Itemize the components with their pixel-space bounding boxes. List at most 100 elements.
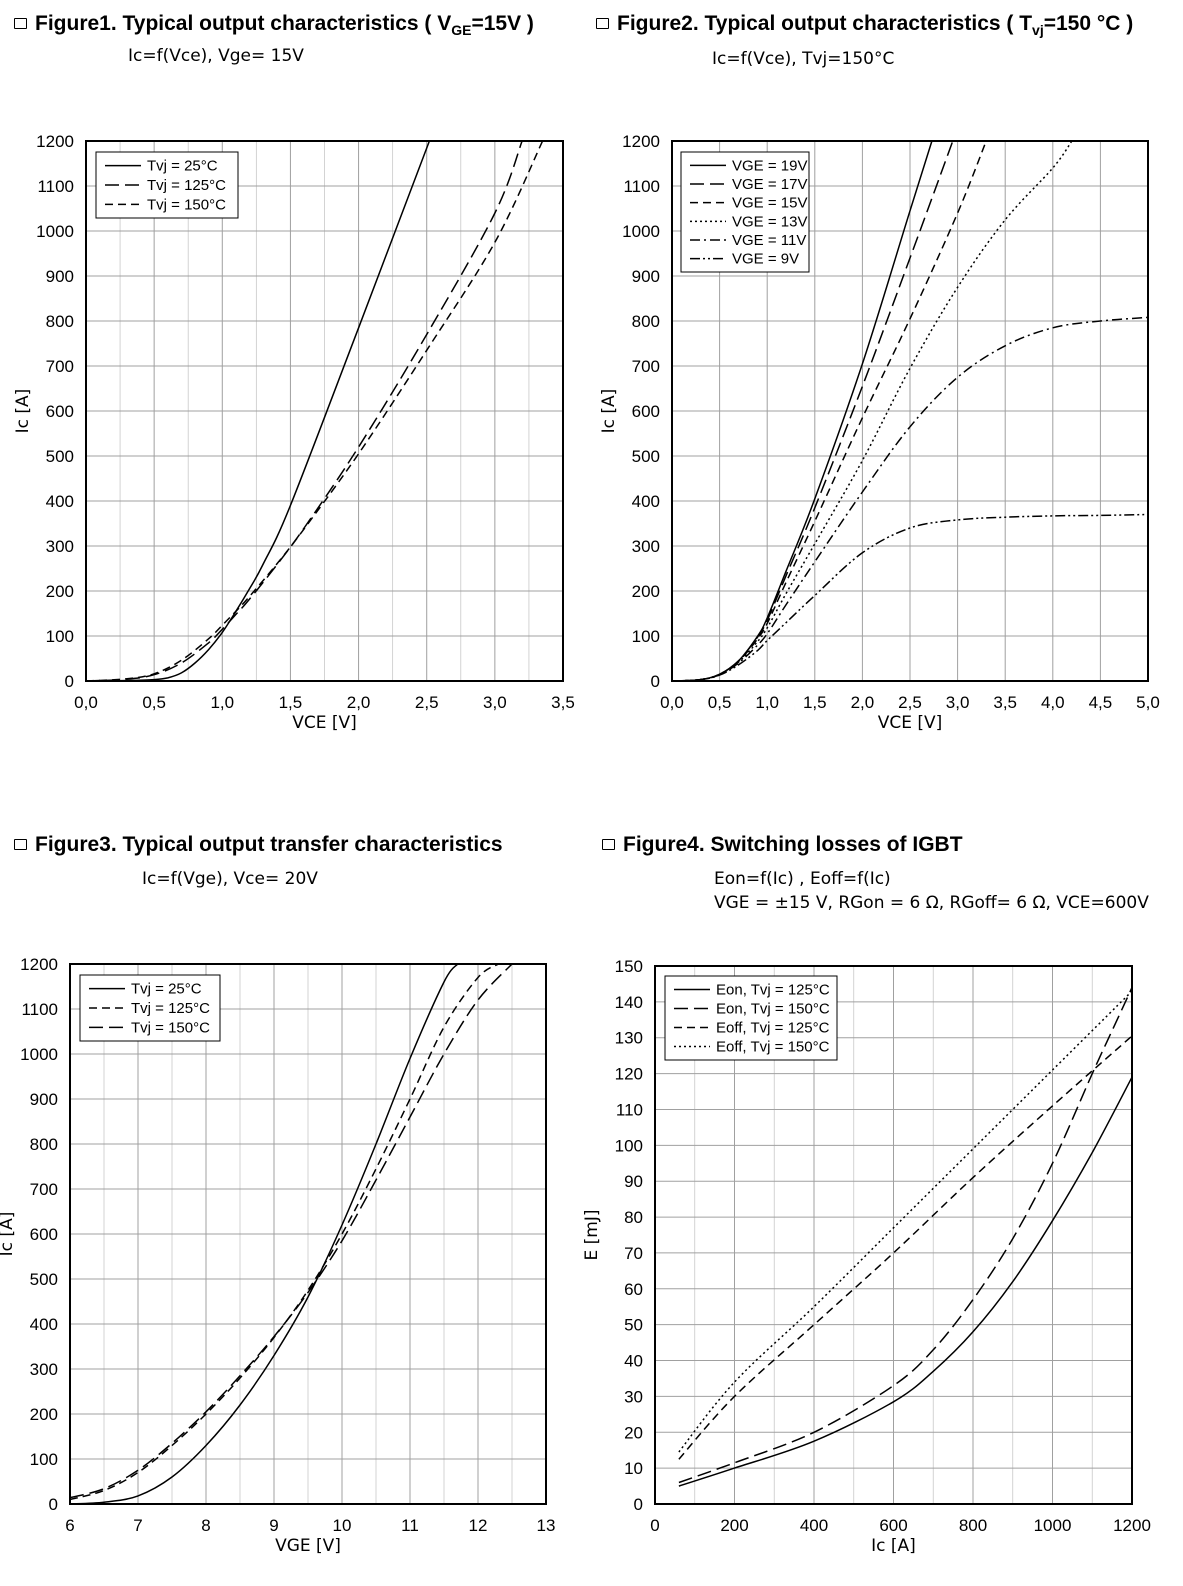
y-tick-label: 200 [632,582,660,601]
x-tick-label: 8 [201,1516,210,1535]
y-tick-label: 600 [30,1225,58,1244]
chart-3: 6 7 8 9 10 11 12 13 0 100 200 300 400 500 600 700 800 900… [0,955,555,1556]
bullet-box-icon [596,18,609,29]
y-tick-label: 300 [30,1360,58,1379]
series-line-1 [86,141,431,681]
legend-entry-label: Tvj = 125°C [147,177,226,194]
series-line-3 [70,964,513,1499]
y-tick-label: 800 [632,312,660,331]
legend-entry-label: VGE = 17V [732,176,807,193]
y-tick-label: 800 [46,312,74,331]
y-tick-label: 400 [46,492,74,511]
x-tick-label: 400 [800,1516,828,1535]
y-tick-label: 1000 [622,222,660,241]
chart-1: 0,0 0,5 1,0 1,5 2,0 2,5 3,0 3,5 0 100 200 300 400 500… [13,132,575,733]
y-tick-label: 900 [632,267,660,286]
y-tick-label: 800 [30,1135,58,1154]
y-tick-label: 200 [30,1405,58,1424]
x-tick-label: 200 [720,1516,748,1535]
y-tick-label: 700 [46,357,74,376]
x-tick-label: 2,0 [851,693,875,712]
y-tick-label: 300 [632,537,660,556]
series-line-5 [672,316,1148,681]
y-tick-label: 700 [30,1180,58,1199]
y-tick-label: 120 [615,1065,643,1084]
legend-entry-label: Tvj = 25°C [147,158,218,175]
x-tick-label: 2,5 [898,693,922,712]
legend-box [680,151,810,273]
series-line-3 [678,1035,1132,1460]
y-tick-label: 900 [46,267,74,286]
legend-entry-label: VGE = 15V [732,195,807,212]
y-tick-label: 0 [651,672,660,691]
figure4-title: Figure4. Switching losses of IGBT [602,833,963,857]
x-tick-label: 2,5 [415,693,439,712]
x-tick-label: 0,0 [660,693,684,712]
bullet-box-icon [602,839,615,850]
series-line-3 [672,141,987,681]
x-tick-label: 9 [269,1516,278,1535]
y-tick-label: 600 [632,402,660,421]
y-tick-label: 40 [624,1352,643,1371]
y-tick-label: 500 [30,1270,58,1289]
y-axis-label: Ic [A] [13,389,33,434]
x-axis-label: VCE [V] [292,713,357,733]
x-tick-label: 0,5 [708,693,732,712]
legend-entry-label: Tvj = 150°C [131,1019,210,1036]
y-tick-label: 200 [46,582,74,601]
y-axis-label: E [mJ] [582,1210,602,1261]
y-tick-label: 600 [46,402,74,421]
x-tick-label: 1,5 [279,693,303,712]
x-tick-label: 6 [65,1516,74,1535]
legend-entry-label: Eon, Tvj = 125°C [716,982,830,999]
y-tick-label: 400 [30,1315,58,1334]
y-tick-label: 0 [49,1495,58,1514]
chart-2: 0,0 0,5 1,0 1,5 2,0 2,5 3,0 3,5 4,0 4,5 5,0 0 100 200… [599,132,1160,733]
plot-frame [69,963,547,1505]
x-axis-label: Ic [A] [871,1536,916,1556]
legend-entry-label: Tvj = 125°C [131,1000,210,1017]
x-tick-label: 800 [959,1516,987,1535]
series-line-1 [70,964,459,1504]
legend-entry-label: VGE = 11V [732,232,806,249]
y-tick-label: 1000 [20,1045,58,1064]
y-axis-label: Ic [A] [599,389,619,434]
y-tick-label: 150 [615,957,643,976]
y-tick-label: 110 [616,1100,643,1119]
y-tick-label: 60 [624,1280,643,1299]
legend-entry-label: Tvj = 150°C [147,196,226,213]
figure4-subtitle-conditions: VGE = ±15 V, RGon = 6 Ω, RGoff= 6 Ω, VCE… [714,893,1149,913]
x-tick-label: 10 [333,1516,352,1535]
y-tick-label: 500 [46,447,74,466]
bullet-box-icon [14,18,27,29]
y-tick-label: 1200 [20,955,58,974]
y-axis-label: Ic [A] [0,1212,17,1257]
y-tick-label: 1000 [36,222,74,241]
legend-entry-label: Tvj = 25°C [131,981,202,998]
y-tick-label: 300 [46,537,74,556]
y-tick-label: 20 [624,1423,643,1442]
x-tick-label: 0 [650,1516,659,1535]
y-tick-label: 1200 [36,132,74,151]
series-line-2 [70,964,499,1501]
y-tick-label: 900 [30,1090,58,1109]
figure1-subtitle: Ic=f(Vce), Vge= 15V [128,46,304,66]
y-tick-label: 70 [624,1244,643,1263]
figure3-title: Figure3. Typical output transfer charact… [14,833,503,857]
x-tick-label: 11 [401,1516,419,1535]
series-line-2 [86,141,523,681]
x-tick-label: 600 [879,1516,907,1535]
y-tick-label: 0 [65,672,74,691]
y-tick-label: 100 [30,1450,58,1469]
legend-entry-label: VGE = 19V [732,157,807,174]
series-line-6 [672,513,1148,681]
y-tick-label: 90 [624,1172,643,1191]
bullet-box-icon [14,839,27,850]
y-tick-label: 130 [615,1029,643,1048]
plot-frame [671,140,1149,682]
x-tick-label: 4,0 [1041,693,1065,712]
x-tick-label: 3,5 [551,693,575,712]
x-axis-label: VGE [V] [275,1536,341,1556]
series-line-3 [86,141,544,681]
